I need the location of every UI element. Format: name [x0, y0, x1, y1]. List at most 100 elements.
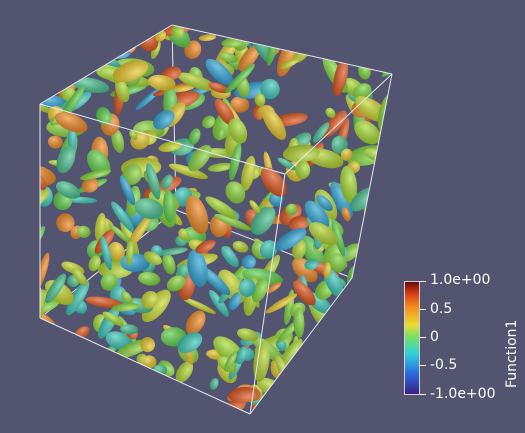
isosurface-blob-shading: [60, 350, 78, 384]
isosurface-blob-shading: [60, 374, 77, 393]
isosurface-blob-shading: [352, 373, 372, 402]
isosurface-blob-shading: [61, 346, 79, 380]
isosurface-blob-shading: [367, 323, 392, 338]
isosurface-blob-shading: [177, 332, 203, 353]
isosurface-blob-shading: [195, 400, 217, 411]
isosurface-blob-shading: [132, 377, 142, 414]
isosurface-blob: [105, 384, 122, 398]
isosurface-blob-shading: [97, 305, 120, 339]
isosurface-blob-shading: [94, 212, 106, 242]
isosurface-blob: [372, 240, 392, 253]
isosurface-blob-shading: [114, 379, 126, 394]
bounding-box-front: [39, 24, 393, 415]
isosurface-blob: [68, 390, 93, 407]
isosurface-blob-shading: [375, 238, 390, 253]
isosurface-blob: [381, 321, 392, 339]
isosurface-blob-shading: [282, 144, 320, 162]
isosurface-blob-shading: [382, 242, 392, 256]
isosurface-blob: [60, 374, 77, 393]
isosurface-blob-shading: [88, 255, 101, 272]
isosurface-blob-shading: [100, 235, 112, 271]
isosurface-blob: [324, 377, 366, 391]
isosurface-blob-shading: [40, 386, 50, 405]
isosurface-blob-shading: [304, 259, 319, 270]
isosurface-blob-shading: [202, 115, 216, 129]
isosurface-blob: [345, 25, 357, 43]
isosurface-blob-shading: [80, 169, 111, 181]
isosurface-blob-shading: [369, 200, 392, 221]
isosurface-blob: [40, 366, 51, 383]
colorbar-tick: [420, 337, 426, 338]
isosurface-blob-shading: [166, 275, 186, 292]
isosurface-blob: [45, 346, 86, 354]
isosurface-blob: [40, 40, 51, 80]
isosurface-blob: [380, 344, 392, 381]
isosurface-blob: [364, 362, 379, 381]
isosurface-blob-shading: [216, 127, 225, 141]
isosurface-blob-shading: [120, 393, 153, 411]
isosurface-blob: [387, 153, 392, 178]
isosurface-blob: [352, 373, 372, 402]
isosurface-blob-shading: [40, 284, 45, 322]
isosurface-blob-shading: [357, 25, 392, 42]
isosurface-blob: [366, 380, 382, 400]
isosurface-blob-shading: [363, 253, 387, 280]
isosurface-blob-shading: [177, 72, 217, 91]
isosurface-blob-shading: [119, 175, 136, 206]
isosurface-blob-shading: [253, 340, 270, 382]
isosurface-blob-shading: [373, 363, 390, 379]
isosurface-blob-shading: [338, 43, 355, 60]
colorbar-label-half: 0.5: [430, 301, 453, 317]
isosurface-blob-shading: [126, 240, 134, 266]
isosurface-blob: [367, 363, 392, 396]
isosurface-blob: [195, 400, 217, 411]
isosurface-blob-shading: [162, 253, 176, 275]
isosurface-blob-shading: [285, 203, 298, 216]
isosurface-blob-shading: [353, 278, 383, 302]
isosurface-blob: [338, 300, 358, 335]
isosurface-blob-shading: [275, 228, 307, 251]
isosurface-blob-shading: [171, 25, 185, 38]
isosurface-blob-shading: [324, 377, 366, 391]
isosurface-blob: [40, 47, 46, 63]
isosurface-blob-shading: [68, 390, 93, 407]
isosurface-blob-shading: [100, 273, 119, 291]
isosurface-blob-shading: [185, 310, 206, 335]
isosurface-blob-shading: [275, 404, 288, 414]
isosurface-blob-shading: [323, 262, 332, 279]
isosurface-blob-shading: [176, 399, 196, 414]
isosurface-blob-shading: [56, 213, 75, 232]
isosurface-blob: [366, 199, 392, 222]
isosurface-blob-shading: [46, 44, 56, 64]
isosurface-blob: [60, 350, 78, 384]
isosurface-blob-shading: [362, 349, 379, 371]
isosurface-blob-shading: [112, 60, 149, 83]
isosurface-blob-shading: [366, 199, 392, 222]
isosurface-blob-shading: [338, 323, 359, 348]
isosurface-blob-shading: [360, 359, 381, 381]
isosurface-blob: [380, 268, 392, 282]
isosurface-blob-shading: [205, 196, 238, 220]
isosurface-blob-shading: [168, 85, 195, 93]
isosurface-blob: [379, 344, 390, 359]
isosurface-blob: [372, 233, 390, 252]
isosurface-blob: [264, 406, 301, 414]
isosurface-blob-shading: [120, 291, 133, 305]
isosurface-blob: [40, 362, 52, 393]
color-legend-bar: [404, 281, 420, 395]
isosurface-blob-shading: [341, 207, 351, 222]
isosurface-blob-shading: [115, 78, 130, 103]
isosurface-blob-shading: [142, 355, 157, 369]
isosurface-blob-shading: [153, 110, 175, 130]
isosurface-blob-shading: [64, 25, 79, 52]
isosurface-blob-shading: [119, 391, 133, 408]
isosurface-blob: [365, 25, 379, 38]
isosurface-blob: [46, 44, 56, 64]
isosurface-blob-shading: [249, 200, 261, 214]
isosurface-blob-shading: [328, 363, 361, 397]
isosurface-blob: [51, 68, 71, 79]
isosurface-blob-shading: [120, 219, 140, 257]
isosurface-blob-shading: [40, 40, 51, 80]
isosurface-blob-shading: [143, 251, 162, 265]
